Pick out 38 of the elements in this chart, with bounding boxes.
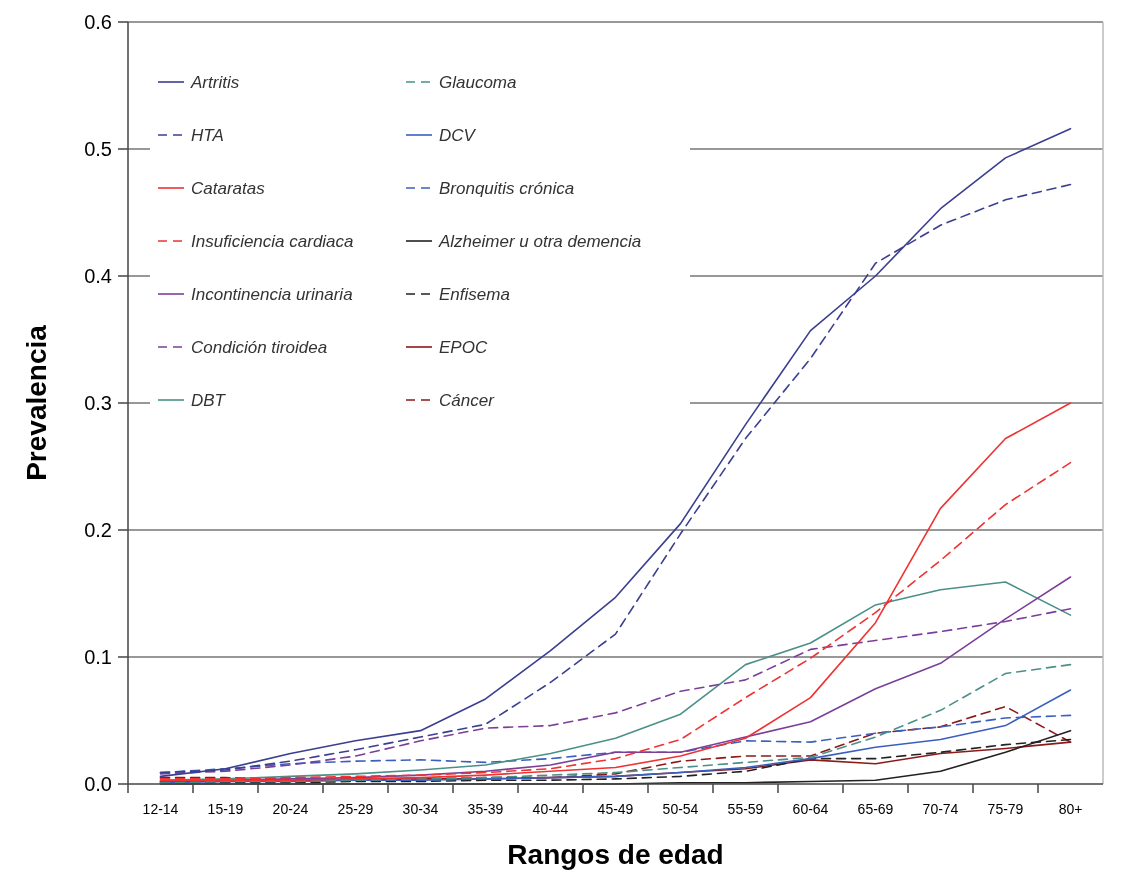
y-tick-label: 0.5 [84, 138, 112, 160]
x-tick-label: 80+ [1058, 801, 1083, 817]
y-tick-label: 0.0 [84, 773, 112, 795]
legend-label: Alzheimer u otra demencia [438, 232, 642, 251]
y-tick-label: 0.6 [84, 11, 112, 33]
x-tick-label: 30-34 [402, 801, 439, 817]
legend-label: Condición tiroidea [191, 338, 328, 357]
x-tick-label: 12-14 [142, 801, 179, 817]
legend-label: Artritis [190, 73, 240, 92]
x-tick-label: 35-39 [467, 801, 504, 817]
x-tick-label: 60-64 [792, 801, 829, 817]
x-tick-label: 75-79 [987, 801, 1024, 817]
x-tick-label: 55-59 [727, 801, 764, 817]
legend-label: Insuficiencia cardiaca [191, 232, 354, 251]
y-tick-label: 0.1 [84, 646, 112, 668]
legend-label: Cataratas [191, 179, 266, 198]
y-tick-label: 0.4 [84, 265, 112, 287]
x-tick-label: 70-74 [922, 801, 959, 817]
legend-label: HTA [191, 126, 224, 145]
y-axis-title: Prevalencia [21, 324, 52, 481]
x-tick-label: 45-49 [597, 801, 634, 817]
legend-label: Bronquitis crónica [439, 179, 575, 198]
x-tick-label: 50-54 [662, 801, 699, 817]
legend-label: Incontinencia urinaria [191, 285, 353, 304]
x-tick-label: 65-69 [857, 801, 894, 817]
x-axis-title: Rangos de edad [507, 839, 724, 870]
legend-label: DCV [439, 126, 477, 145]
legend-label: Enfisema [439, 285, 510, 304]
x-tick-label: 20-24 [272, 801, 309, 817]
y-tick-label: 0.3 [84, 392, 112, 414]
legend-label: Glaucoma [439, 73, 517, 92]
legend-label: EPOC [439, 338, 488, 357]
legend-label: DBT [191, 391, 227, 410]
x-tick-label: 40-44 [532, 801, 569, 817]
x-tick-label: 25-29 [337, 801, 374, 817]
legend-label: Cáncer [439, 391, 496, 410]
y-tick-label: 0.2 [84, 519, 112, 541]
x-tick-label: 15-19 [207, 801, 244, 817]
